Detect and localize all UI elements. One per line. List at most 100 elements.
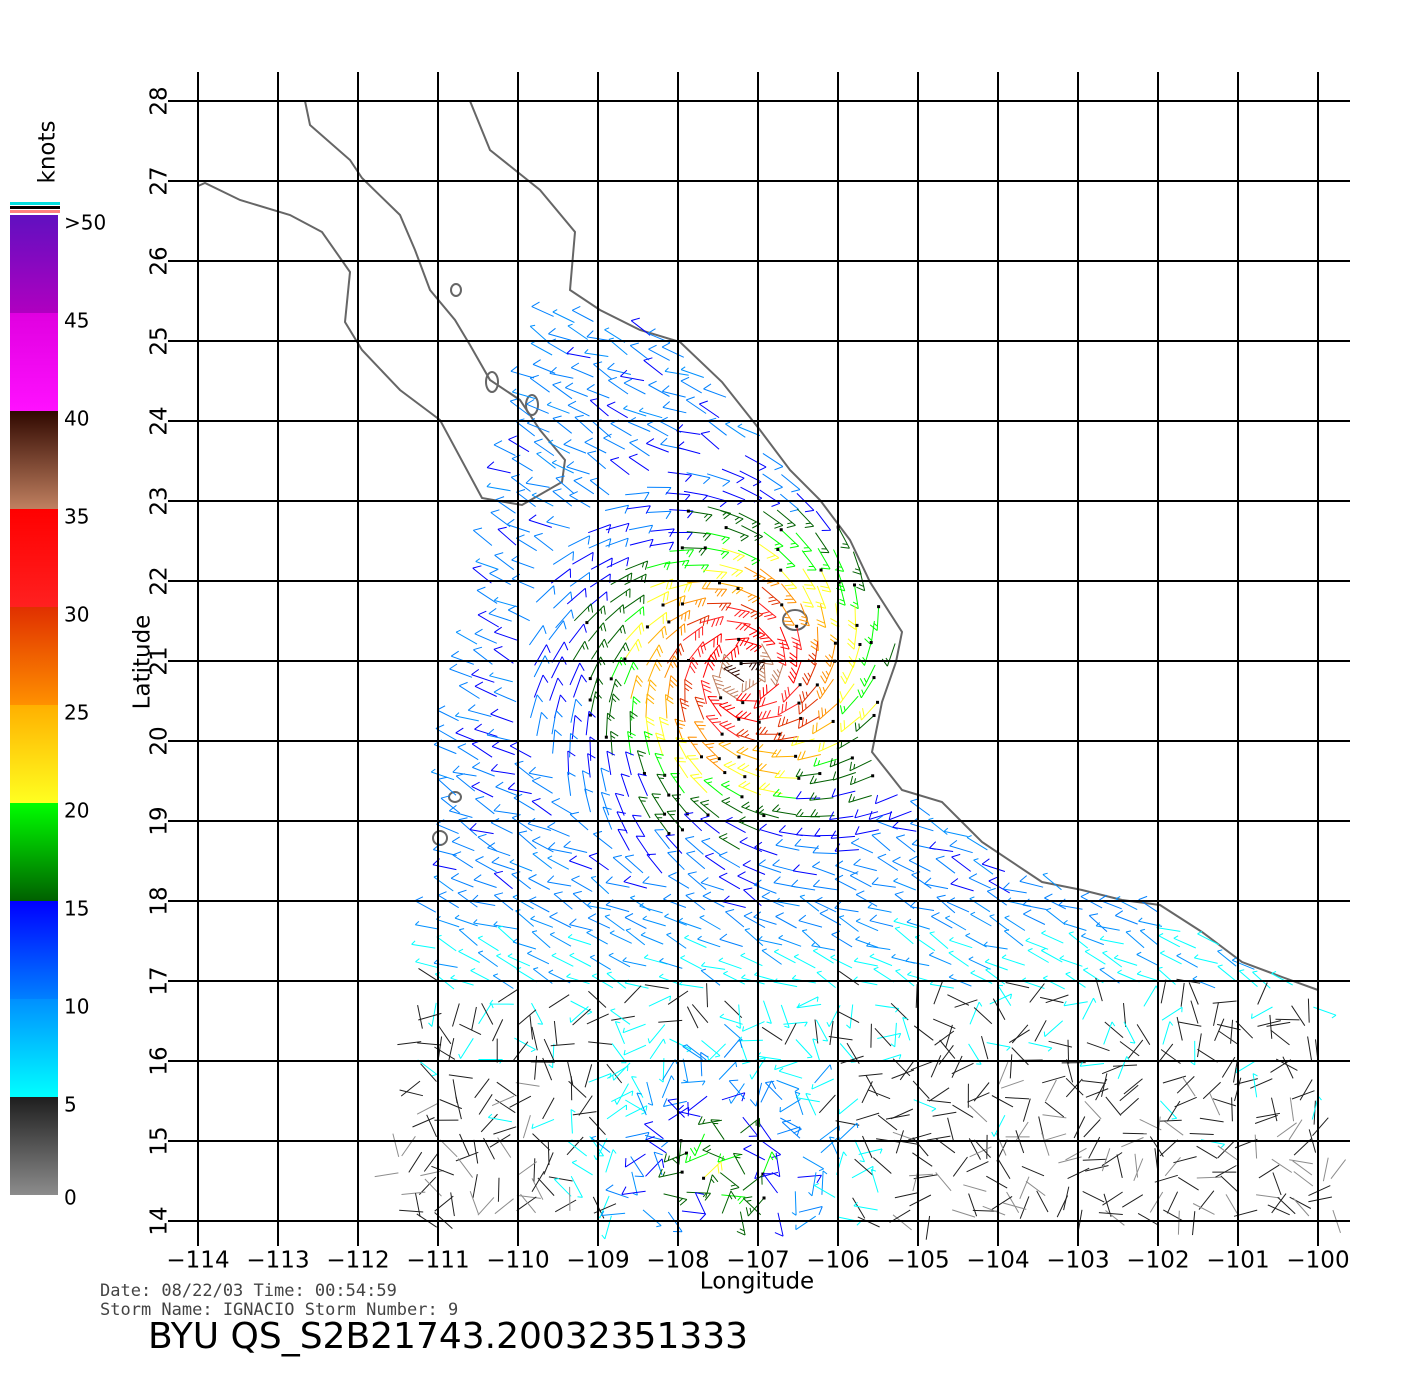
rain-flag — [740, 795, 744, 799]
rain-flag — [837, 580, 841, 584]
wind-barb — [496, 1081, 517, 1097]
wind-barb — [697, 1116, 722, 1125]
wind-barb — [724, 816, 746, 834]
wind-barb — [423, 1151, 440, 1172]
x-tick-label: −107 — [726, 1248, 789, 1274]
colorbar-segment — [10, 901, 58, 999]
wind-barb — [589, 397, 609, 417]
wind-barb — [1271, 1158, 1293, 1173]
x-tick-label: −109 — [566, 1248, 629, 1274]
wind-barb — [762, 1173, 779, 1194]
wind-barb — [798, 1206, 823, 1215]
wind-barb — [989, 914, 1010, 931]
wind-barb — [631, 1171, 638, 1196]
wind-barb — [998, 1061, 1009, 1085]
wind-barb — [761, 586, 781, 606]
wind-barb — [1271, 1193, 1287, 1214]
wind-barb — [588, 538, 612, 549]
wind-barb — [642, 876, 667, 888]
wind-barb — [511, 454, 533, 472]
wind-barb — [869, 914, 894, 927]
wind-barb — [780, 569, 798, 590]
wind-barb — [1256, 1112, 1280, 1119]
wind-barb — [458, 1038, 474, 1059]
wind-barb — [705, 754, 726, 773]
wind-barb — [895, 969, 915, 987]
wind-barb — [737, 871, 760, 887]
wind-barb — [563, 439, 587, 454]
wind-barb — [697, 935, 721, 948]
wind-barb — [682, 597, 707, 608]
x-tick-label: −114 — [166, 1248, 229, 1274]
wind-barb — [798, 716, 820, 729]
wind-barb — [569, 855, 593, 870]
wind-barb — [885, 1114, 910, 1120]
rain-flag — [762, 1196, 766, 1200]
wind-barb — [1225, 1194, 1239, 1216]
wind-barb — [951, 853, 972, 872]
wind-barb — [777, 1126, 801, 1136]
wind-barb — [740, 1117, 761, 1134]
wind-barb — [721, 547, 745, 562]
wind-barb — [776, 1079, 800, 1093]
wind-barb — [549, 677, 564, 701]
wind-barb — [762, 473, 783, 491]
wind-barb — [735, 1004, 741, 1029]
x-axis-label: Longitude — [700, 1269, 814, 1295]
wind-barb — [761, 948, 782, 965]
wind-barb — [1202, 1081, 1221, 1100]
wind-barb — [1006, 1191, 1020, 1213]
wind-barb — [743, 1144, 766, 1161]
wind-barb — [1043, 1020, 1064, 1037]
wind-barb — [795, 1039, 813, 1059]
rain-flag — [794, 754, 798, 758]
wind-barb — [778, 825, 803, 837]
rain-flag — [737, 755, 741, 759]
wind-barb — [773, 731, 798, 742]
wind-barb — [1025, 937, 1049, 950]
wind-barb — [1256, 1194, 1280, 1199]
wind-barb — [718, 872, 741, 890]
wind-barb — [737, 588, 761, 604]
wind-barb — [1192, 1203, 1215, 1215]
wind-barb — [966, 1161, 989, 1173]
x-tick-label: −102 — [1126, 1248, 1189, 1274]
wind-barb — [614, 1083, 629, 1105]
wind-barb — [799, 684, 818, 704]
wind-barb — [493, 892, 514, 911]
wind-barb — [892, 1214, 912, 1231]
wind-barb — [588, 524, 612, 534]
wind-barb — [1123, 1078, 1143, 1095]
wind-barb — [472, 527, 493, 546]
island — [448, 791, 462, 803]
wind-barb — [824, 643, 836, 668]
wind-barb — [1158, 933, 1181, 948]
wind-barb — [700, 877, 724, 891]
wind-barb — [526, 399, 549, 414]
wind-barb — [665, 694, 674, 719]
wind-barb — [1004, 915, 1026, 931]
wind-barb — [984, 958, 1008, 971]
wind-barb — [686, 614, 710, 627]
wind-barb — [873, 966, 895, 983]
wind-barb — [654, 813, 670, 834]
wind-barb — [818, 1094, 836, 1114]
wind-barb — [624, 985, 642, 1004]
wind-barb — [531, 930, 551, 949]
wind-barb — [771, 749, 796, 758]
wind-barb — [723, 760, 746, 778]
y-tick-label: 24 — [147, 406, 173, 435]
wind-barb — [775, 838, 800, 851]
wind-barb — [1177, 1210, 1180, 1235]
wind-barb — [1166, 1191, 1179, 1214]
wind-barb — [699, 799, 720, 818]
wind-barb — [752, 743, 777, 755]
wind-barb — [458, 817, 478, 836]
wind-barb — [491, 856, 515, 871]
wind-barb — [418, 1176, 437, 1195]
wind-barb — [965, 932, 987, 948]
wind-barb — [549, 931, 572, 947]
rain-flag — [795, 624, 799, 628]
wind-barb — [489, 672, 513, 683]
wind-barb — [1173, 1156, 1197, 1164]
